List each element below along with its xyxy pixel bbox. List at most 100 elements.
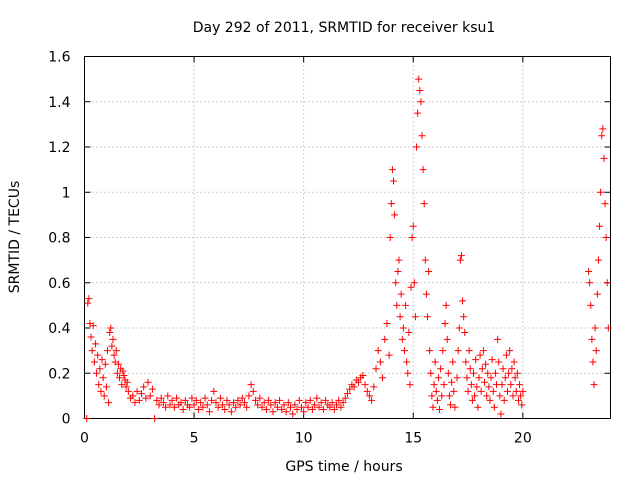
- data-point: [478, 365, 486, 373]
- data-point: [423, 313, 431, 321]
- data-point: [420, 200, 428, 208]
- data-point: [406, 381, 414, 389]
- data-point: [197, 399, 205, 407]
- data-point: [451, 403, 459, 411]
- data-point: [85, 295, 93, 303]
- data-point: [311, 401, 319, 409]
- x-tick-label: 0: [80, 431, 89, 447]
- data-point: [470, 369, 478, 377]
- data-point: [144, 378, 152, 386]
- data-point: [372, 365, 380, 373]
- data-point: [236, 401, 244, 409]
- data-point: [108, 342, 116, 350]
- data-point: [402, 301, 410, 309]
- data-point: [418, 132, 426, 140]
- data-point: [368, 396, 376, 404]
- data-point: [463, 374, 471, 382]
- data-point: [131, 399, 139, 407]
- data-point: [512, 387, 520, 395]
- data-point: [601, 200, 609, 208]
- x-tick-label: 10: [295, 431, 313, 447]
- data-point: [465, 347, 473, 355]
- y-tick-label: 1: [62, 185, 71, 201]
- data-point: [110, 351, 118, 359]
- x-axis-label: GPS time / hours: [285, 459, 402, 475]
- data-point: [249, 387, 257, 395]
- data-point: [410, 279, 418, 287]
- data-point: [514, 396, 522, 404]
- data-point: [315, 403, 323, 411]
- y-tick-label: 0: [62, 412, 71, 428]
- data-point: [265, 396, 273, 404]
- data-point: [476, 351, 484, 359]
- data-point: [489, 387, 497, 395]
- data-point: [477, 387, 485, 395]
- data-point: [408, 234, 416, 241]
- data-point: [113, 369, 121, 377]
- data-point: [322, 396, 330, 404]
- data-point: [419, 166, 427, 174]
- x-tick-label: 20: [514, 431, 532, 447]
- data-point: [219, 401, 227, 409]
- data-point: [164, 392, 172, 400]
- data-point: [271, 399, 279, 407]
- data-point: [216, 394, 224, 402]
- data-point: [592, 347, 600, 355]
- data-point: [157, 394, 165, 402]
- data-point: [256, 394, 264, 402]
- data-point: [319, 405, 327, 413]
- tick-layer: [84, 56, 611, 419]
- data-point: [395, 256, 403, 264]
- data-point: [505, 369, 513, 377]
- y-tick-label: 0.8: [48, 231, 70, 247]
- data-point: [603, 279, 611, 287]
- data-point: [247, 381, 255, 389]
- data-point: [155, 401, 163, 409]
- data-point: [474, 403, 482, 411]
- data-point: [466, 365, 474, 373]
- data-point: [225, 401, 233, 409]
- data-point: [394, 267, 402, 275]
- data-point: [269, 408, 277, 416]
- data-point: [87, 333, 95, 341]
- data-point: [293, 405, 301, 413]
- data-point: [422, 290, 430, 298]
- data-point: [405, 329, 413, 337]
- data-point: [383, 319, 391, 327]
- data-point: [199, 403, 207, 411]
- data-point: [480, 378, 488, 386]
- data-point: [502, 351, 510, 359]
- data-point: [511, 374, 519, 382]
- data-point: [440, 381, 448, 389]
- data-point: [403, 358, 411, 366]
- data-point: [84, 299, 92, 307]
- data-point: [258, 403, 266, 411]
- data-point: [376, 358, 384, 366]
- data-point: [114, 360, 122, 368]
- data-point: [590, 381, 598, 389]
- data-point: [133, 387, 141, 395]
- data-point: [93, 369, 101, 377]
- data-point: [151, 415, 159, 422]
- data-point: [365, 392, 373, 400]
- data-point: [433, 396, 441, 404]
- data-point: [510, 358, 518, 366]
- data-point: [98, 356, 106, 364]
- data-point: [186, 403, 194, 411]
- data-point: [596, 222, 604, 230]
- data-point: [96, 365, 104, 373]
- data-point: [118, 381, 126, 389]
- data-point: [487, 374, 495, 382]
- data-point: [104, 347, 112, 355]
- data-point: [223, 396, 231, 404]
- data-point: [273, 403, 281, 411]
- data-point: [499, 365, 507, 373]
- data-point: [124, 387, 132, 395]
- data-point: [339, 399, 347, 407]
- data-point: [438, 392, 446, 400]
- data-point: [166, 401, 174, 409]
- data-point: [491, 369, 499, 377]
- data-point: [506, 347, 514, 355]
- data-point: [106, 329, 114, 337]
